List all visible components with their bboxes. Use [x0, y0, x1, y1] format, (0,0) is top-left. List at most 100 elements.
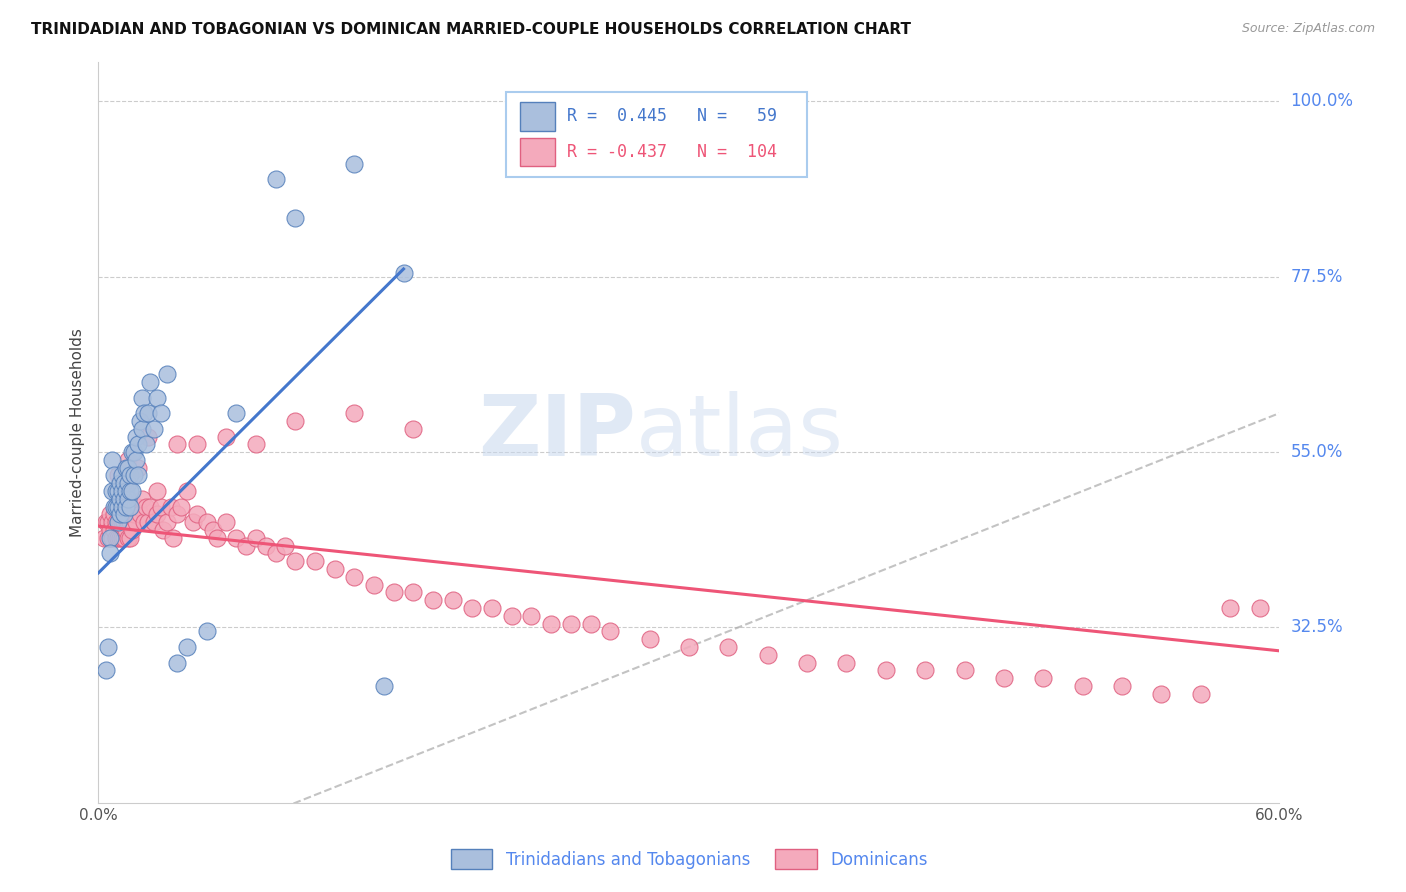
Point: [756, 648, 779, 662]
Point: [132, 515, 155, 529]
Bar: [520, 138, 555, 166]
Point: [98, 531, 121, 545]
Point: [501, 608, 523, 623]
Point: [112, 515, 135, 529]
Point: [111, 531, 134, 545]
Point: [111, 500, 134, 514]
Point: [254, 539, 277, 553]
Point: [122, 508, 145, 522]
Point: [103, 500, 125, 514]
Point: [105, 531, 128, 545]
Point: [131, 391, 153, 405]
Point: [118, 515, 141, 529]
Point: [1111, 679, 1133, 693]
Point: [215, 429, 238, 443]
Point: [105, 500, 128, 514]
Point: [274, 539, 297, 553]
Point: [156, 515, 179, 529]
Point: [105, 484, 128, 499]
Point: [796, 656, 818, 670]
Point: [135, 437, 157, 451]
Point: [121, 484, 143, 499]
Point: [96, 663, 118, 677]
Point: [1189, 687, 1212, 701]
Point: [97, 640, 120, 654]
Point: [132, 406, 155, 420]
Point: [343, 570, 366, 584]
Point: [107, 484, 129, 499]
Point: [363, 577, 385, 591]
Point: [131, 491, 153, 506]
Point: [422, 593, 444, 607]
Point: [678, 640, 700, 654]
Point: [128, 508, 150, 522]
Point: [135, 500, 157, 514]
Point: [186, 508, 208, 522]
Y-axis label: Married-couple Households: Married-couple Households: [69, 328, 84, 537]
Point: [122, 468, 145, 483]
Point: [284, 211, 307, 226]
Point: [101, 453, 124, 467]
Point: [152, 523, 174, 537]
Point: [195, 624, 218, 639]
Point: [195, 515, 218, 529]
Point: [108, 491, 131, 506]
Point: [993, 671, 1015, 685]
Point: [205, 531, 228, 545]
Point: [343, 157, 366, 171]
Point: [284, 554, 307, 568]
Point: [225, 531, 247, 545]
Point: [284, 414, 307, 428]
Point: [112, 531, 135, 545]
Point: [98, 546, 121, 560]
Point: [97, 515, 120, 529]
Point: [441, 593, 464, 607]
Point: [186, 437, 208, 451]
Point: [117, 453, 139, 467]
Point: [373, 679, 395, 693]
Point: [121, 523, 143, 537]
Point: [127, 468, 149, 483]
Point: [914, 663, 936, 677]
Point: [176, 640, 198, 654]
Point: [481, 601, 503, 615]
Point: [111, 515, 134, 529]
Text: 77.5%: 77.5%: [1291, 268, 1343, 285]
Point: [402, 585, 425, 599]
Point: [101, 531, 124, 545]
Point: [107, 500, 129, 514]
Point: [115, 508, 138, 522]
Point: [117, 531, 139, 545]
Point: [118, 468, 141, 483]
Point: [107, 468, 129, 483]
Point: [118, 500, 141, 514]
Point: [461, 601, 484, 615]
Text: 55.0%: 55.0%: [1291, 443, 1343, 461]
Text: atlas: atlas: [636, 391, 844, 475]
Point: [107, 531, 129, 545]
Point: [125, 515, 148, 529]
Text: Source: ZipAtlas.com: Source: ZipAtlas.com: [1241, 22, 1375, 36]
Point: [103, 508, 125, 522]
Point: [343, 406, 366, 420]
Point: [150, 500, 173, 514]
Bar: [520, 103, 555, 130]
Text: R =  0.445   N =   59: R = 0.445 N = 59: [567, 108, 778, 126]
Point: [117, 476, 139, 491]
Point: [108, 515, 131, 529]
Point: [560, 616, 582, 631]
Point: [93, 531, 115, 545]
Point: [638, 632, 661, 647]
Point: [105, 515, 128, 529]
Point: [127, 460, 149, 475]
Point: [1219, 601, 1241, 615]
Point: [115, 500, 138, 514]
Point: [108, 508, 131, 522]
Point: [96, 515, 118, 529]
Point: [1071, 679, 1094, 693]
Point: [392, 266, 415, 280]
Point: [136, 429, 159, 443]
Point: [115, 523, 138, 537]
Point: [121, 445, 143, 459]
Point: [520, 608, 543, 623]
